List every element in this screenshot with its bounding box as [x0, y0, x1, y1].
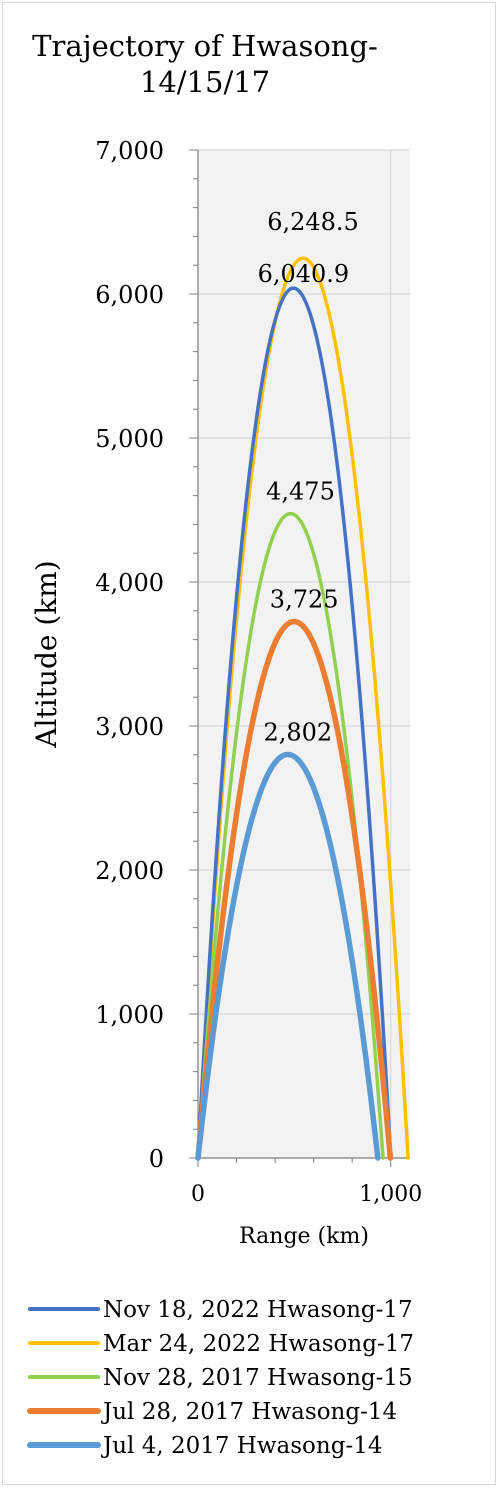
series-line: [195, 751, 381, 1161]
legend-entry: Mar 24, 2022 Hwasong-17: [103, 1331, 414, 1357]
apex-data-label: 6,040.9: [258, 260, 350, 288]
apex-data-label: 2,802: [263, 719, 332, 747]
legend-entry: Nov 18, 2022 Hwasong-17: [103, 1297, 413, 1323]
y-tick-label: 0: [149, 1145, 164, 1173]
y-tick-label: 6,000: [95, 281, 164, 309]
legend-entry: Jul 4, 2017 Hwasong-14: [101, 1433, 382, 1459]
x-axis-label: Range (km): [239, 1224, 369, 1249]
y-tick-label: 2,000: [95, 857, 164, 885]
series-line: [196, 286, 393, 1160]
apex-data-label: 4,475: [266, 478, 335, 506]
chart-title: Trajectory of Hwasong- 14/15/17: [32, 29, 378, 99]
y-tick-label: 4,000: [95, 569, 164, 597]
y-tick-label: 7,000: [95, 137, 164, 165]
legend-entry: Nov 28, 2017 Hwasong-15: [103, 1365, 413, 1391]
apex-data-label: 6,248.5: [267, 208, 359, 236]
apex-data-label: 3,725: [270, 586, 339, 614]
legend-entry: Jul 28, 2017 Hwasong-14: [101, 1399, 397, 1425]
y-tick-label: 3,000: [95, 713, 164, 741]
x-tick-label: 0: [191, 1182, 205, 1207]
y-tick-label: 1,000: [95, 1001, 164, 1029]
y-axis-label: Altitude (km): [30, 560, 63, 748]
y-tick-label: 5,000: [95, 425, 164, 453]
series-line: [195, 618, 394, 1161]
series-line: [196, 256, 410, 1160]
x-tick-label: 1,000: [359, 1182, 422, 1207]
